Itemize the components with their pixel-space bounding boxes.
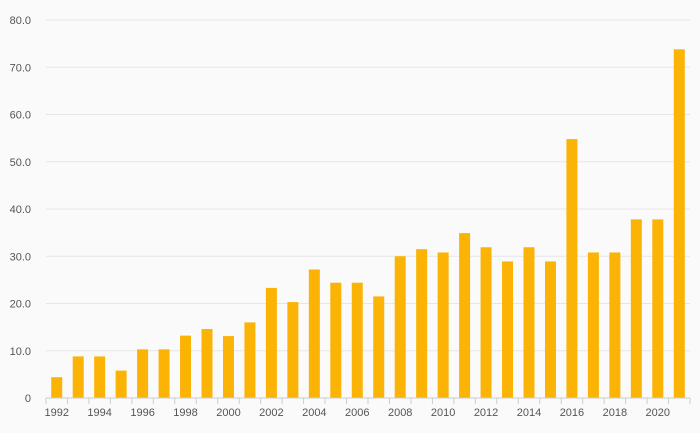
y-tick-label: 20.0 — [10, 299, 31, 311]
bar-2021 — [673, 49, 685, 399]
bar-1997 — [158, 349, 170, 398]
bar-2016 — [566, 139, 578, 398]
y-axis-tick-labels: 0 10.0 20.0 30.0 40.0 50.0 60.0 70.0 80.0 — [10, 15, 31, 405]
bar-2019 — [630, 219, 642, 398]
bar-2006 — [351, 282, 363, 398]
bar-2018 — [609, 252, 621, 398]
x-tick-label: 2000 — [216, 407, 240, 419]
x-tick-label: 2014 — [517, 407, 541, 419]
x-axis-ticks — [45, 398, 691, 404]
bar-1995 — [115, 370, 127, 398]
x-tick-label: 2010 — [431, 407, 455, 419]
bar-2010 — [437, 252, 449, 398]
x-tick-label: 2018 — [603, 407, 627, 419]
bar-2014 — [523, 247, 535, 398]
bar-2003 — [287, 302, 299, 398]
bar-2000 — [222, 336, 234, 398]
bar-2009 — [416, 249, 428, 398]
x-tick-label: 1998 — [173, 407, 197, 419]
y-tick-label: 70.0 — [10, 62, 31, 74]
bar-2015 — [544, 261, 556, 398]
x-tick-label: 2020 — [646, 407, 670, 419]
y-tick-label: 50.0 — [10, 157, 31, 169]
x-tick-label: 1992 — [44, 407, 68, 419]
x-tick-label: 2004 — [302, 407, 326, 419]
bar-2013 — [502, 261, 514, 398]
y-gridlines — [46, 19, 690, 352]
x-axis-tick-labels: 1992 1994 1996 1998 2000 2002 2004 2006 2008 2010… — [44, 407, 670, 419]
bar-1996 — [137, 349, 149, 398]
bar-series — [51, 49, 685, 399]
y-tick-label: 10.0 — [10, 346, 31, 358]
x-tick-label: 2002 — [259, 407, 283, 419]
bar-1998 — [180, 335, 192, 398]
bar-2020 — [652, 219, 664, 398]
y-tick-label: 60.0 — [10, 110, 31, 122]
bar-2005 — [330, 282, 342, 398]
x-tick-label: 2006 — [345, 407, 369, 419]
x-tick-label: 1994 — [87, 407, 111, 419]
y-tick-label: 40.0 — [10, 204, 31, 216]
x-tick-label: 1996 — [130, 407, 154, 419]
x-tick-label: 2012 — [474, 407, 498, 419]
y-tick-label: 80.0 — [10, 15, 31, 27]
bar-2001 — [244, 322, 256, 398]
bar-1994 — [94, 356, 106, 398]
bar-1993 — [72, 356, 84, 398]
bar-1999 — [201, 329, 213, 398]
bar-2002 — [265, 287, 277, 398]
bar-2007 — [373, 296, 385, 398]
bar-1992 — [51, 377, 63, 398]
bar-2012 — [480, 247, 492, 398]
x-tick-label: 2016 — [560, 407, 584, 419]
y-tick-label: 30.0 — [10, 251, 31, 263]
bar-2011 — [459, 233, 471, 398]
y-tick-label: 0 — [25, 393, 31, 405]
bar-2008 — [394, 256, 406, 398]
bar-2017 — [587, 252, 599, 398]
bar-2004 — [308, 269, 320, 398]
x-tick-label: 2008 — [388, 407, 412, 419]
